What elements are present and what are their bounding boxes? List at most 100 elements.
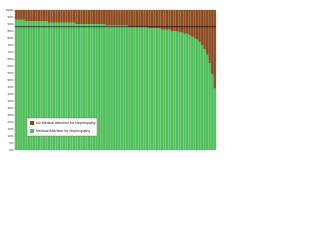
y-tick-label: 20% xyxy=(7,120,13,124)
bar-segment xyxy=(213,10,216,89)
bar-segment xyxy=(206,10,209,55)
bar-segment xyxy=(145,26,149,150)
bar-segment xyxy=(185,10,189,34)
bar-segment xyxy=(110,25,113,150)
bar-segment xyxy=(65,10,68,23)
y-tick-label: 40% xyxy=(7,92,13,96)
bar-segment xyxy=(90,10,93,24)
bar-segment xyxy=(213,88,216,150)
bar-segment xyxy=(82,24,86,150)
bar-segment xyxy=(160,29,164,151)
bar-segment xyxy=(113,10,116,26)
bar-segment xyxy=(110,10,113,26)
bar-segment xyxy=(55,10,58,23)
bar-segment xyxy=(90,24,93,150)
bar-segment xyxy=(80,10,83,24)
bar-segment xyxy=(130,10,133,27)
bar-segment xyxy=(173,10,176,31)
y-tick-label: 50% xyxy=(7,78,13,82)
bar-segment xyxy=(165,29,169,151)
legend-box xyxy=(26,117,98,137)
bar-segment xyxy=(145,10,149,27)
bar-segment xyxy=(183,10,186,34)
legend-swatch xyxy=(30,121,34,125)
bar-segment xyxy=(155,10,159,29)
bar-segment xyxy=(22,19,25,150)
bar-segment xyxy=(80,24,83,150)
bar-segment xyxy=(75,10,78,24)
bar-segment xyxy=(208,10,211,64)
bar-segment xyxy=(17,10,20,20)
bar-segment xyxy=(108,25,111,150)
y-tick-label: 45% xyxy=(7,85,13,89)
bar-segment xyxy=(125,10,128,26)
bar-segment xyxy=(20,19,23,150)
bar-segment xyxy=(123,25,126,150)
bar-segment xyxy=(15,10,18,20)
bar-segment xyxy=(143,10,146,27)
bar-segment xyxy=(98,10,101,24)
y-tick-label: 80% xyxy=(7,36,13,40)
bar-segment xyxy=(47,10,51,23)
bar-segment xyxy=(42,21,46,151)
bar-segment xyxy=(45,21,48,151)
bar-segment xyxy=(57,22,61,151)
bar-segment xyxy=(135,26,139,150)
bar-segment xyxy=(50,22,53,151)
y-tick-label: 0% xyxy=(9,148,14,152)
bar-segment xyxy=(120,25,123,150)
y-tick-label: 95% xyxy=(7,15,13,19)
bar-segment xyxy=(87,10,91,24)
bar-segment xyxy=(130,26,133,150)
bar-segment xyxy=(155,28,159,151)
bar-segment xyxy=(115,10,118,26)
bar-segment xyxy=(193,10,196,38)
bar-segment xyxy=(190,36,194,150)
y-tick-label: 60% xyxy=(7,64,13,68)
bar-segment xyxy=(40,21,43,151)
bar-segment xyxy=(158,28,161,151)
bar-segment xyxy=(77,24,81,150)
bar-segment xyxy=(198,10,201,43)
bar-segment xyxy=(140,26,144,150)
y-tick-label: 35% xyxy=(7,99,13,103)
bar-segment xyxy=(153,10,156,29)
bar-segment xyxy=(105,10,108,26)
bar-segment xyxy=(188,35,191,151)
bar-segment xyxy=(27,21,30,151)
bar-segment xyxy=(67,10,71,23)
bar-segment xyxy=(173,31,176,150)
bar-segment xyxy=(25,10,28,22)
bar-segment xyxy=(201,45,204,150)
bar-segment xyxy=(60,10,63,23)
bar-segment xyxy=(123,10,126,26)
bar-segment xyxy=(52,22,56,151)
bar-segment xyxy=(30,10,33,22)
bar-segment xyxy=(55,22,58,151)
legend-label: Medical Attention for Nephropathy xyxy=(36,129,90,133)
bar-segment xyxy=(103,10,106,24)
bar-segment xyxy=(203,49,206,151)
bar-segment xyxy=(163,29,166,151)
bar-segment xyxy=(40,10,43,22)
bar-segment xyxy=(211,10,214,75)
bar-segment xyxy=(135,10,139,27)
bar-segment xyxy=(67,22,71,151)
y-tick-label: 25% xyxy=(7,113,13,117)
bar-segment xyxy=(183,33,186,150)
bar-segment xyxy=(52,10,56,23)
bar-segment xyxy=(115,25,118,150)
chart: 0% 5% 10% 15% 20% 25% 30% 35% 40% 45% 50% 55% 60% 65%… xyxy=(6,8,217,152)
bar-segment xyxy=(175,31,179,150)
bar-segment xyxy=(42,10,46,22)
bar-segment xyxy=(193,38,196,150)
bar-segment xyxy=(95,10,98,24)
bar-segment xyxy=(35,10,38,22)
bar-segment xyxy=(77,10,81,24)
bar-segment xyxy=(25,21,28,151)
bar-segment xyxy=(22,10,25,20)
bar-segment xyxy=(175,10,179,31)
bar-segment xyxy=(17,19,20,150)
bar-segment xyxy=(118,25,121,150)
bar-segment xyxy=(178,10,181,33)
